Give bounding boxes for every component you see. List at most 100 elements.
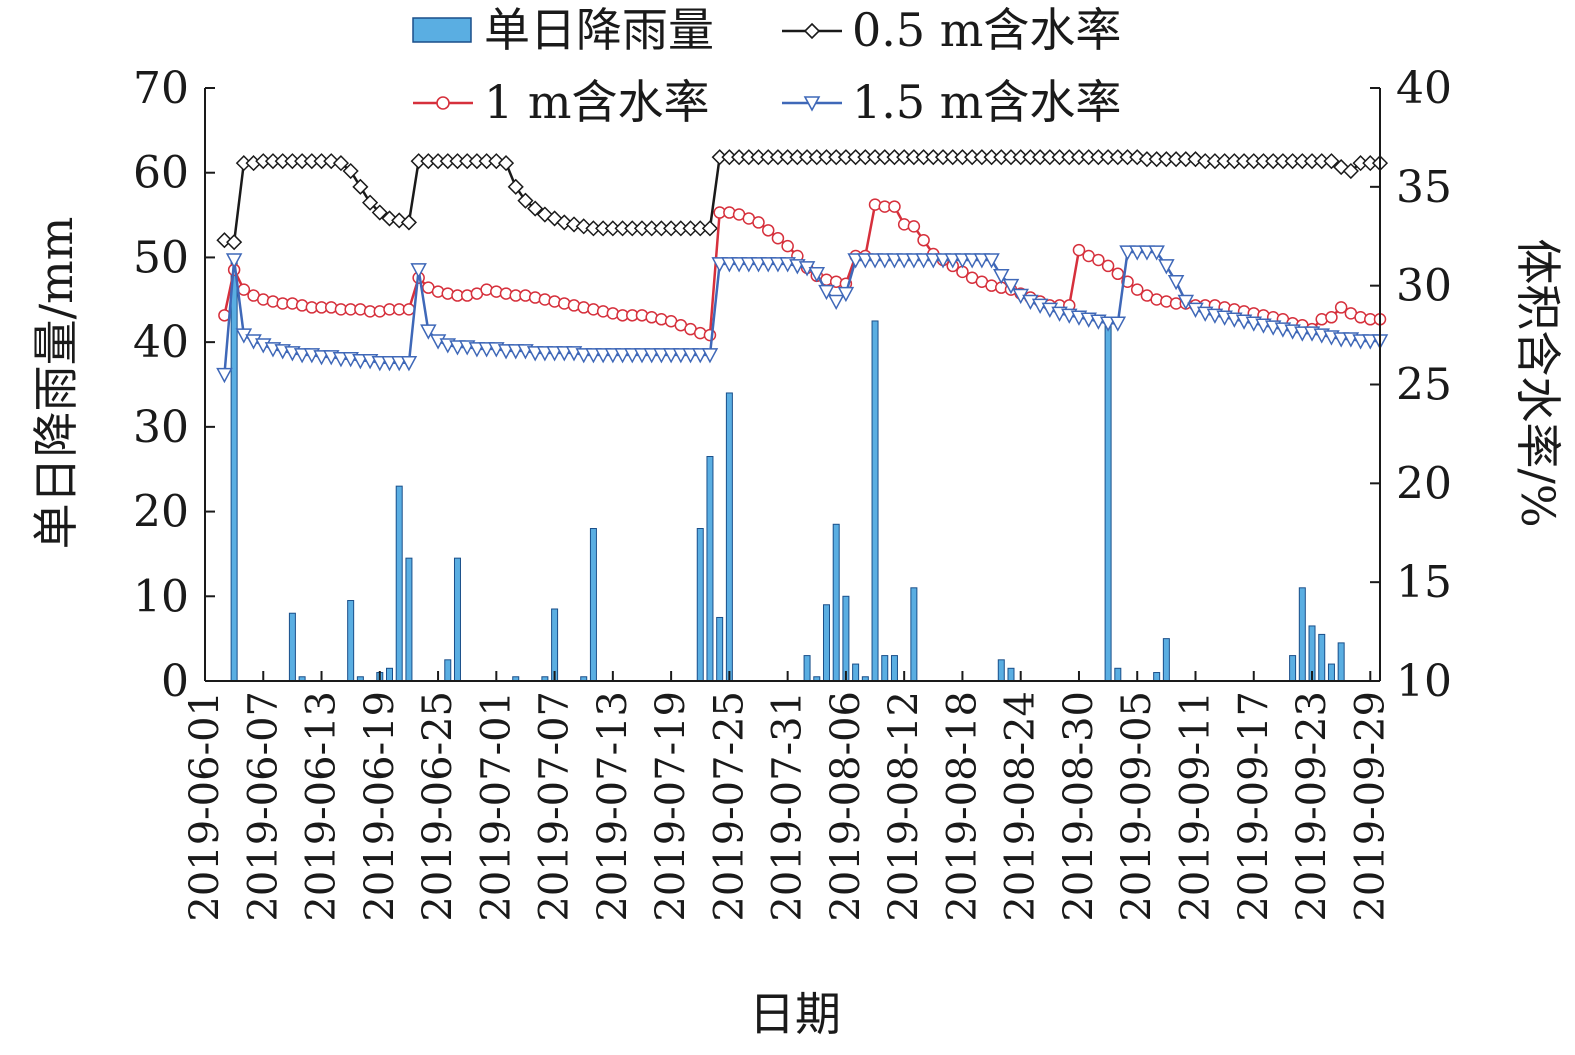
- moisture-marker: [703, 328, 717, 342]
- y-left-tick-label: 60: [133, 148, 189, 199]
- x-tick-label: 2019-07-07: [532, 691, 578, 922]
- y-axis-left-title: 单日降雨量/mm: [29, 217, 83, 550]
- legend-marker-1m: [436, 96, 450, 110]
- legend-swatch-rainfall: [412, 17, 472, 43]
- y-right-tick-label: 40: [1396, 63, 1452, 114]
- moisture-marker: [1130, 283, 1144, 296]
- y-left-tick-label: 70: [133, 63, 189, 114]
- rainfall-bar: [1289, 655, 1297, 682]
- x-tick-label: 2019-09-17: [1231, 691, 1277, 922]
- moisture-marker: [643, 348, 660, 364]
- rainfall-bars: [230, 256, 1345, 682]
- rainfall-bar: [852, 663, 860, 682]
- moisture-marker: [740, 257, 758, 273]
- x-tick-label: 2019-06-19: [357, 691, 403, 922]
- moisture-marker: [944, 253, 961, 269]
- x-tick-label: 2019-07-19: [648, 691, 694, 922]
- rainfall-bar: [716, 616, 724, 682]
- moisture-marker: [497, 155, 515, 172]
- moisture-marker: [876, 253, 894, 269]
- y-axis-right-title: 体积含水率/%: [1511, 238, 1565, 527]
- moisture-marker: [761, 224, 775, 237]
- rainfall-bar: [890, 655, 898, 682]
- rainfall-bar: [725, 392, 733, 682]
- moisture-marker: [1119, 245, 1136, 261]
- moisture-marker: [750, 257, 767, 273]
- rainfall-bar: [696, 528, 704, 682]
- legend-label-05m: 0.5 m含水率: [852, 3, 1121, 57]
- moisture-marker: [507, 178, 524, 195]
- moisture-marker: [1323, 153, 1340, 170]
- moisture-marker: [672, 348, 690, 364]
- y-right-tick-label: 25: [1396, 360, 1452, 411]
- rainfall-bar: [997, 659, 1005, 682]
- rainfall-bar: [822, 604, 830, 682]
- legend-label-15m: 1.5 m含水率: [852, 75, 1121, 129]
- moisture-marker: [1002, 278, 1020, 295]
- moisture-marker: [633, 348, 651, 364]
- moisture-marker: [402, 303, 416, 316]
- y-left-tick-label: 10: [133, 571, 189, 622]
- rainfall-bar: [706, 456, 714, 682]
- moisture-marker: [827, 294, 845, 311]
- x-tick-label: 2019-08-30: [1056, 691, 1102, 922]
- moisture-marker: [1101, 259, 1115, 273]
- moisture-marker: [917, 233, 930, 247]
- moisture-marker: [1334, 301, 1348, 314]
- legend-item-1m: 1 m含水率: [413, 75, 710, 129]
- moisture-marker: [711, 257, 728, 273]
- moisture-marker: [1294, 326, 1311, 342]
- rainfall-bar: [230, 256, 238, 682]
- rainfall-bar: [1153, 672, 1161, 682]
- y-left-tick-label: 30: [133, 402, 189, 453]
- moisture-marker: [1148, 245, 1165, 261]
- x-tick-label: 2019-09-29: [1347, 691, 1393, 922]
- x-tick-label: 2019-09-23: [1289, 691, 1335, 922]
- moisture-marker: [507, 344, 524, 360]
- y-left-tick-label: 50: [133, 232, 189, 283]
- moisture-marker: [585, 348, 602, 364]
- x-tick-label: 2019-06-07: [240, 691, 286, 922]
- moisture-marker: [1332, 332, 1350, 348]
- moisture-marker: [866, 253, 884, 269]
- x-tick-label: 2019-06-13: [299, 691, 345, 922]
- rainfall-bar: [803, 655, 811, 682]
- legend-label-1m: 1 m含水率: [484, 75, 710, 129]
- moisture-marker: [332, 155, 350, 172]
- rainfall-bar: [1162, 638, 1170, 682]
- moisture-marker: [226, 234, 243, 251]
- moisture-marker: [721, 257, 738, 273]
- moisture-marker: [1158, 259, 1175, 275]
- moisture-marker: [682, 348, 699, 364]
- rainfall-bar: [1104, 320, 1112, 682]
- moisture-marker: [907, 220, 921, 233]
- rainfall-bar: [1114, 667, 1122, 682]
- moisture-marker: [993, 269, 1010, 285]
- legend: 单日降雨量 0.5 m含水率 1 m含水率 1.5 m含水率: [412, 3, 1121, 129]
- moisture-marker: [1109, 316, 1127, 332]
- y-right-tick-label: 15: [1396, 557, 1452, 608]
- rainfall-bar: [395, 485, 403, 682]
- y-right-tick-label: 30: [1396, 261, 1452, 312]
- y-right-tick-label: 35: [1396, 162, 1452, 213]
- moisture-marker: [934, 253, 952, 269]
- rainfall-bar: [1337, 642, 1345, 682]
- moisture-marker: [497, 344, 515, 360]
- moisture-marker: [313, 350, 330, 366]
- moisture-marker: [556, 346, 573, 362]
- x-tick-label: 2019-07-13: [590, 691, 636, 922]
- x-tick-label: 2019-07-01: [473, 691, 519, 922]
- moisture-marker: [888, 200, 901, 213]
- moisture-marker: [1138, 245, 1156, 261]
- moisture-marker: [410, 263, 427, 279]
- x-tick-label: 2019-06-01: [182, 691, 228, 922]
- moisture-marker: [1092, 253, 1105, 267]
- rainfall-bar: [386, 667, 393, 682]
- rainfall-bar: [1298, 587, 1306, 682]
- x-tick-label: 2019-08-24: [998, 691, 1044, 922]
- moisture-marker: [759, 257, 777, 273]
- y-right-tick-label: 20: [1396, 458, 1452, 509]
- moisture-marker: [1128, 245, 1146, 261]
- moisture-marker: [624, 348, 641, 364]
